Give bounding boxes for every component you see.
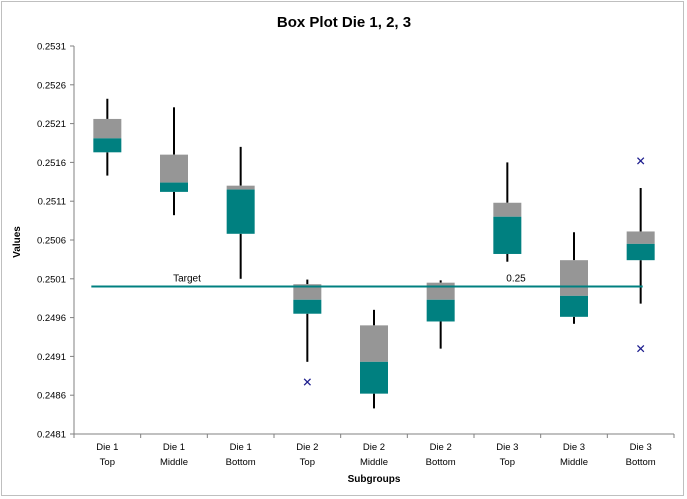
x-category-label-sub: Middle: [560, 457, 588, 468]
y-tick-label: 0.2501: [37, 274, 66, 285]
x-category-label: Die 3: [496, 442, 518, 453]
box-upper-segment: [160, 154, 188, 183]
y-tick-label: 0.2526: [37, 80, 66, 91]
y-tick-label: 0.2531: [37, 42, 66, 53]
x-category-label: Die 1: [163, 442, 185, 453]
box-upper-segment: [93, 118, 122, 139]
box-lower-segment: [93, 138, 122, 153]
x-category-label-sub: Top: [500, 457, 515, 468]
y-tick-label: 0.2521: [37, 119, 66, 130]
y-tick-label: 0.2496: [37, 313, 66, 324]
box-upper-segment: [293, 284, 322, 300]
target-label: Target: [173, 274, 201, 285]
box-upper-segment: [560, 260, 588, 296]
box-upper-segment: [226, 185, 255, 190]
y-tick-label: 0.2506: [37, 236, 66, 247]
x-category-label: Die 1: [230, 442, 252, 453]
y-tick-label: 0.2481: [37, 430, 66, 441]
box-lower-segment: [560, 295, 588, 317]
x-category-label-sub: Top: [300, 457, 315, 468]
box-upper-segment: [626, 231, 655, 244]
target-value-label: 0.25: [506, 274, 526, 285]
box-lower-segment: [426, 299, 455, 322]
x-category-label: Die 2: [363, 442, 385, 453]
plot-area: 0.2481 0.2486 0.2491 0.2496 0.2501 0.2506 0.25…: [37, 42, 675, 468]
box-lower-segment: [160, 182, 188, 192]
x-category-label-sub: Middle: [360, 457, 388, 468]
x-category-label: Die 2: [296, 442, 318, 453]
box-upper-segment: [426, 282, 455, 300]
x-category-label-sub: Middle: [160, 457, 188, 468]
box-lower-segment: [293, 299, 322, 314]
x-category-label: Die 3: [563, 442, 585, 453]
y-tick-label: 0.2511: [38, 197, 66, 208]
x-category-label: Die 1: [96, 442, 118, 453]
box-upper-segment: [493, 202, 522, 217]
x-axis-title: Subgroups: [348, 474, 401, 485]
y-tick-label: 0.2516: [37, 158, 66, 169]
x-category-label-sub: Bottom: [426, 457, 456, 468]
box-lower-segment: [360, 361, 388, 394]
box-lower-segment: [226, 189, 255, 234]
x-category-label: Die 3: [630, 442, 652, 453]
outlier-marker: [303, 378, 311, 386]
box-lower-segment: [626, 243, 655, 261]
box-lower-segment: [493, 216, 522, 254]
chart-title: Box Plot Die 1, 2, 3: [277, 14, 411, 31]
x-category-label-sub: Bottom: [226, 457, 256, 468]
y-tick-label: 0.2486: [37, 391, 66, 402]
box-upper-segment: [360, 325, 388, 362]
x-category-label: Die 2: [430, 442, 452, 453]
outlier-marker: [637, 157, 645, 165]
x-category-label-sub: Bottom: [626, 457, 656, 468]
x-category-label-sub: Top: [100, 457, 115, 468]
y-axis-title: Values: [12, 226, 23, 258]
y-tick-label: 0.2491: [37, 352, 66, 363]
outlier-marker: [637, 344, 645, 353]
